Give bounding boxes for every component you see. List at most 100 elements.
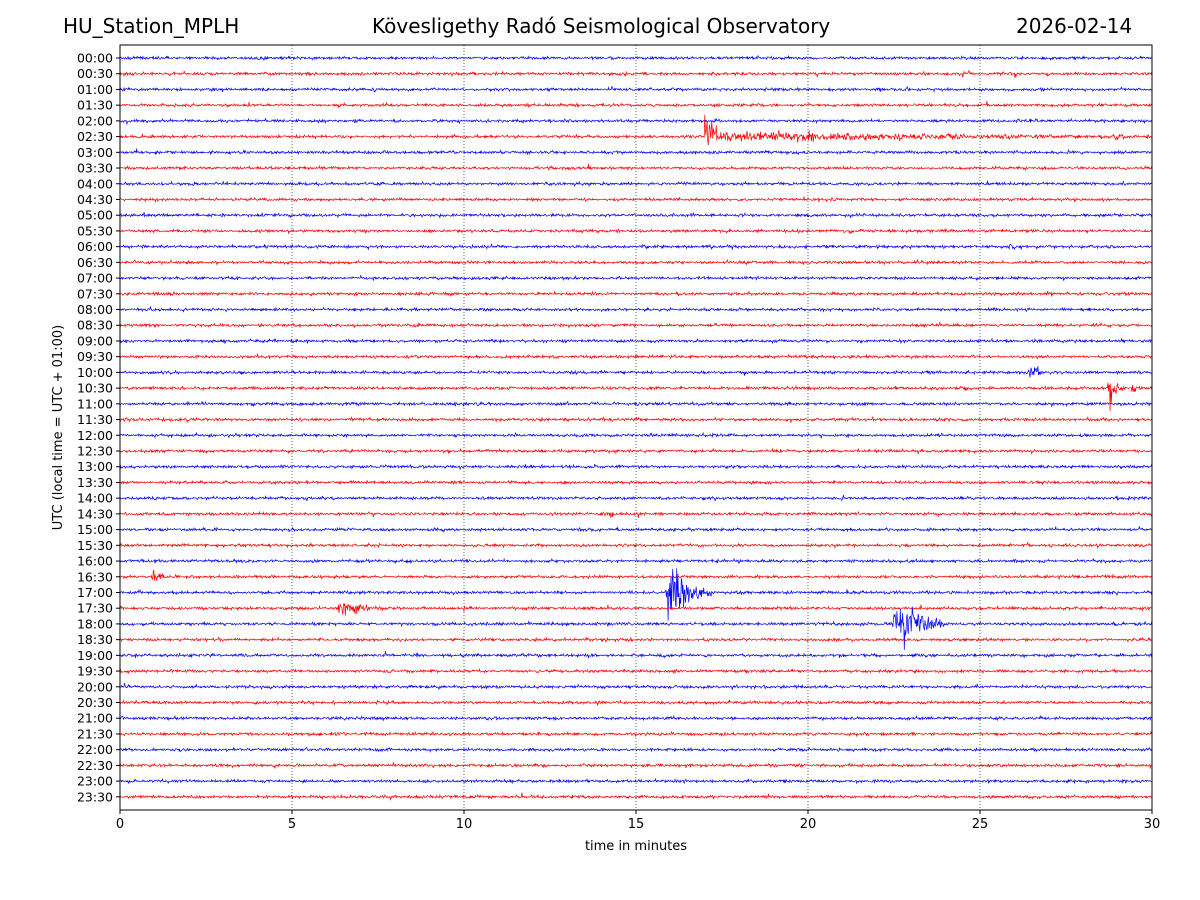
- x-tick-label: 15: [628, 817, 645, 832]
- y-tick-label: 13:00: [77, 459, 113, 474]
- y-tick-label: 12:00: [77, 428, 113, 443]
- y-tick-label: 02:00: [77, 113, 113, 128]
- trace-2230: [119, 762, 1153, 769]
- y-tick-label: 12:30: [77, 444, 113, 459]
- trace-2330: [119, 792, 1153, 802]
- trace-2300: [119, 777, 1153, 785]
- trace-0930: [119, 353, 1153, 360]
- x-tick-labels: 0 5 10 15 20 25 30: [116, 810, 1160, 832]
- chart-date: 2026-02-14: [1016, 14, 1133, 38]
- y-tick-label: 09:30: [77, 349, 113, 364]
- y-tick-label: 06:30: [77, 255, 113, 270]
- y-tick-label: 10:00: [77, 365, 113, 380]
- trace-1800: [119, 606, 1153, 650]
- trace-0100: [119, 85, 1153, 93]
- y-tick-label: 08:30: [77, 318, 113, 333]
- trace-0330: [119, 163, 1153, 172]
- trace-1000: [119, 366, 1153, 378]
- trace-1830: [119, 636, 1153, 644]
- trace-0400: [119, 179, 1153, 188]
- y-tick-label: 01:30: [77, 98, 113, 113]
- y-tick-label: 20:30: [77, 695, 113, 710]
- y-tick-label: 23:30: [77, 789, 113, 804]
- y-tick-label: 16:30: [77, 569, 113, 584]
- y-tick-labels: 00:0000:3001:0001:3002:0002:3003:0003:30…: [77, 51, 120, 804]
- trace-0500: [119, 211, 1153, 219]
- y-tick-label: 06:00: [77, 239, 113, 254]
- trace-1030: [120, 382, 1153, 412]
- y-tick-label: 04:30: [77, 192, 113, 207]
- trace-0430: [119, 196, 1153, 203]
- trace-0230: [119, 114, 1153, 146]
- y-tick-label: 16:00: [77, 554, 113, 569]
- trace-0630: [119, 258, 1153, 266]
- trace-rows: [119, 54, 1153, 802]
- y-tick-label: 18:30: [77, 632, 113, 647]
- y-axis-label: UTC (local time = UTC + 01:00): [51, 325, 66, 530]
- y-tick-label: 00:00: [77, 51, 113, 66]
- page-title: Kövesligethy Radó Seismological Observat…: [372, 14, 831, 38]
- x-tick-label: 10: [456, 817, 473, 832]
- x-tick-label: 5: [288, 817, 296, 832]
- trace-0530: [119, 227, 1153, 235]
- y-tick-label: 07:00: [77, 271, 113, 286]
- y-tick-label: 01:00: [77, 82, 113, 97]
- trace-0030: [119, 69, 1153, 79]
- trace-2130: [119, 730, 1153, 738]
- y-tick-label: 02:30: [77, 129, 113, 144]
- trace-0800: [119, 306, 1153, 313]
- trace-1500: [119, 526, 1153, 534]
- trace-0200: [119, 117, 1153, 125]
- y-tick-label: 14:30: [77, 506, 113, 521]
- y-tick-label: 03:30: [77, 161, 113, 176]
- trace-1400: [119, 494, 1153, 502]
- y-tick-label: 20:00: [77, 679, 113, 694]
- y-tick-label: 14:00: [77, 491, 113, 506]
- x-tick-label: 20: [800, 817, 817, 832]
- trace-1900: [119, 651, 1153, 659]
- x-tick-label: 30: [1144, 817, 1161, 832]
- grid-lines: [119, 45, 1153, 810]
- x-tick-label: 0: [116, 817, 124, 832]
- trace-1530: [119, 541, 1153, 550]
- trace-2200: [119, 746, 1153, 754]
- trace-0900: [119, 337, 1153, 345]
- y-tick-label: 13:30: [77, 475, 113, 490]
- trace-1200: [119, 431, 1153, 439]
- y-tick-label: 09:00: [77, 333, 113, 348]
- y-tick-label: 03:00: [77, 145, 113, 160]
- y-tick-label: 11:00: [77, 396, 113, 411]
- trace-1430: [119, 510, 1153, 519]
- x-axis-label: time in minutes: [585, 839, 687, 854]
- trace-1700: [119, 568, 1153, 621]
- y-tick-label: 22:30: [77, 758, 113, 773]
- trace-1930: [119, 668, 1153, 675]
- y-tick-label: 18:00: [77, 616, 113, 631]
- trace-1630: [119, 569, 1153, 581]
- y-tick-label: 21:30: [77, 726, 113, 741]
- y-tick-label: 10:30: [77, 381, 113, 396]
- trace-1130: [119, 415, 1153, 424]
- y-tick-label: 07:30: [77, 286, 113, 301]
- y-tick-label: 15:00: [77, 522, 113, 537]
- y-tick-label: 11:30: [77, 412, 113, 427]
- y-tick-label: 04:00: [77, 176, 113, 191]
- trace-0130: [120, 101, 1153, 109]
- y-tick-label: 19:30: [77, 664, 113, 679]
- y-tick-label: 17:30: [77, 601, 113, 616]
- y-tick-label: 21:00: [77, 711, 113, 726]
- y-tick-label: 00:30: [77, 66, 113, 81]
- y-tick-label: 05:30: [77, 223, 113, 238]
- y-tick-label: 19:00: [77, 648, 113, 663]
- trace-2000: [119, 682, 1153, 690]
- x-tick-label: 25: [972, 817, 989, 832]
- y-tick-label: 17:00: [77, 585, 113, 600]
- trace-1330: [119, 479, 1153, 486]
- trace-0730: [119, 290, 1152, 298]
- trace-0830: [119, 321, 1153, 329]
- trace-1600: [119, 557, 1153, 565]
- trace-1730: [119, 603, 1153, 616]
- trace-0600: [119, 243, 1153, 251]
- trace-0300: [119, 148, 1153, 156]
